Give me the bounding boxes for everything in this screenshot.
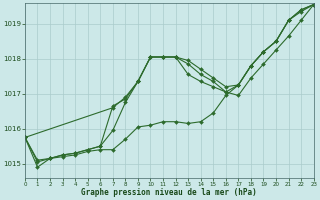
X-axis label: Graphe pression niveau de la mer (hPa): Graphe pression niveau de la mer (hPa) xyxy=(82,188,257,197)
